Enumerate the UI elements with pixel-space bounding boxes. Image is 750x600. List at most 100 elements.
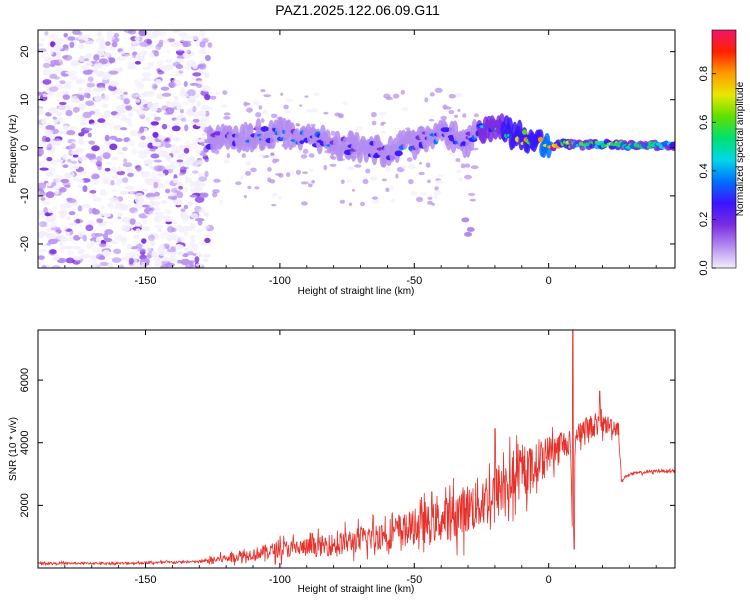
spectrogram-noise-cell xyxy=(176,251,185,256)
spectrogram-noise-cell xyxy=(127,65,137,70)
spectrogram-ridge-core xyxy=(260,126,270,132)
spectrogram-noise-cell xyxy=(76,179,85,183)
spectrogram-noise-cell xyxy=(83,92,91,98)
spectrogram-noise-cell xyxy=(187,144,193,148)
spectrogram-noise-cell xyxy=(118,204,129,211)
spectrogram-halo-cell xyxy=(311,108,319,113)
colorbar-tick-label: 0.2 xyxy=(698,212,710,227)
spectrogram-x-axis-label: Height of straight line (km) xyxy=(298,286,415,297)
spectrogram-halo-cell xyxy=(223,115,231,120)
spectrogram-noise-cell xyxy=(157,70,165,75)
spectrogram-ridge-cell xyxy=(269,133,276,149)
spectrogram-noise-cell xyxy=(85,69,94,73)
spectrogram-noise-cell xyxy=(175,64,184,70)
spectrogram-noise-cell xyxy=(54,69,59,74)
spectrogram-noise-cell xyxy=(150,239,156,247)
spectrogram-noise-cell xyxy=(82,234,88,242)
spectrogram-halo-cell xyxy=(468,193,476,196)
spectrogram-halo-cell xyxy=(464,174,472,180)
y-tick-label: -20 xyxy=(19,236,31,252)
spectrogram-halo-cell xyxy=(310,123,316,127)
spectrogram-ridge-core xyxy=(521,129,528,135)
spectrogram-halo-cell xyxy=(379,111,387,116)
spectrogram-noise-cell xyxy=(54,175,64,180)
spectrogram-noise-cell xyxy=(38,91,43,96)
x-tick-label: 0 xyxy=(546,275,552,287)
spectrogram-noise-cell xyxy=(46,34,56,39)
spectrogram-noise-cell xyxy=(103,110,111,118)
spectrogram-noise-cell xyxy=(133,264,141,268)
spectrogram-noise-cell xyxy=(89,159,98,163)
spectrogram-ridge-cell xyxy=(415,136,421,155)
spectrogram-halo-cell xyxy=(304,95,309,98)
spectrogram-halo-cell xyxy=(271,203,277,207)
spectrogram-noise-cell xyxy=(187,96,197,104)
spectrogram-halo-cell xyxy=(241,153,247,158)
spectrogram-noise-cell xyxy=(183,147,190,154)
spectrogram-halo-cell xyxy=(455,158,461,162)
spectrogram-noise-cell xyxy=(139,264,145,268)
spectrogram-noise-cell xyxy=(197,64,205,69)
spectrogram-halo-cell xyxy=(419,161,423,165)
spectrogram-noise-cell xyxy=(103,212,109,218)
spectrogram-noise-cell xyxy=(78,170,89,177)
spectrogram-ridge-core xyxy=(537,136,544,143)
spectrogram-halo-cell xyxy=(302,171,309,174)
spectrogram-halo-cell xyxy=(247,185,252,190)
spectrogram-noise-cell xyxy=(98,243,107,248)
spectrogram-y-axis: -20 -10 0 10 20 xyxy=(19,46,675,252)
spectrogram-noise-cell xyxy=(187,201,194,206)
spectrogram-noise-cell xyxy=(116,56,126,61)
spectrogram-noise-cell xyxy=(87,220,94,224)
spectrogram-noise-cell xyxy=(88,207,93,215)
spectrogram-halo-cell xyxy=(280,92,284,96)
spectrogram-noise-cell xyxy=(117,166,122,172)
spectrogram-noise-cell xyxy=(64,174,72,179)
spectrogram-noise-cell xyxy=(82,66,90,71)
spectrogram-halo-cell xyxy=(380,121,387,125)
spectrogram-halo-cell xyxy=(290,170,295,175)
spectrogram-halo-cell xyxy=(297,150,302,154)
spectrogram-noise-cell xyxy=(69,41,75,48)
spectrogram-noise-cell xyxy=(38,147,43,154)
spectrogram-noise-cell xyxy=(110,179,115,186)
spectrogram-noise-cell xyxy=(39,167,49,171)
spectrogram-noise-cell xyxy=(45,191,55,199)
spectrogram-noise-cell xyxy=(119,50,126,56)
spectrogram-noise-cell xyxy=(43,115,49,122)
spectrogram-noise-cell xyxy=(180,258,191,266)
spectrogram-noise-cell xyxy=(86,82,96,88)
spectrogram-halo-cell xyxy=(323,111,329,115)
spectrogram-noise-cell xyxy=(149,125,154,129)
spectrogram-noise-cell xyxy=(43,207,48,214)
spectrogram-noise-cell xyxy=(117,178,123,184)
spectrogram-noise-cell xyxy=(181,152,185,160)
spectrogram-noise-cell xyxy=(198,60,204,66)
spectrogram-noise-cell xyxy=(175,181,183,186)
spectrogram-noise-cell xyxy=(184,176,190,184)
spectrogram-noise-cell xyxy=(171,125,181,132)
spectrogram-noise-cell xyxy=(94,233,104,237)
spectrogram-noise-cell xyxy=(190,188,198,193)
spectrogram-noise-cell xyxy=(56,159,64,163)
spectrogram-noise-cell xyxy=(154,191,161,197)
spectrogram-noise-cell xyxy=(147,102,157,109)
spectrogram-noise-cell xyxy=(42,93,47,98)
spectrogram-noise-cell xyxy=(182,101,190,106)
spectrogram-noise-cell xyxy=(67,158,72,163)
spectrogram-noise-cell xyxy=(130,92,138,99)
spectrogram-noise-cell xyxy=(41,264,47,268)
spectrogram-noise-cell xyxy=(70,150,75,155)
spectrogram-noise-cell xyxy=(204,106,213,111)
x-tick-label: -100 xyxy=(269,275,291,287)
spectrogram-noise-cell xyxy=(183,247,189,252)
spectrogram-noise-cell xyxy=(90,122,100,127)
spectrogram-noise-cell xyxy=(207,42,213,48)
spectrogram-noise-cell xyxy=(189,235,196,239)
spectrogram-noise-cell xyxy=(89,190,97,194)
spectrogram-noise-cell xyxy=(196,228,203,233)
spectrogram-noise-cell xyxy=(155,195,162,199)
spectrogram-noise-cell xyxy=(104,134,110,142)
spectrogram-noise-cell xyxy=(59,101,67,106)
spectrogram-noise-cell xyxy=(155,141,162,147)
